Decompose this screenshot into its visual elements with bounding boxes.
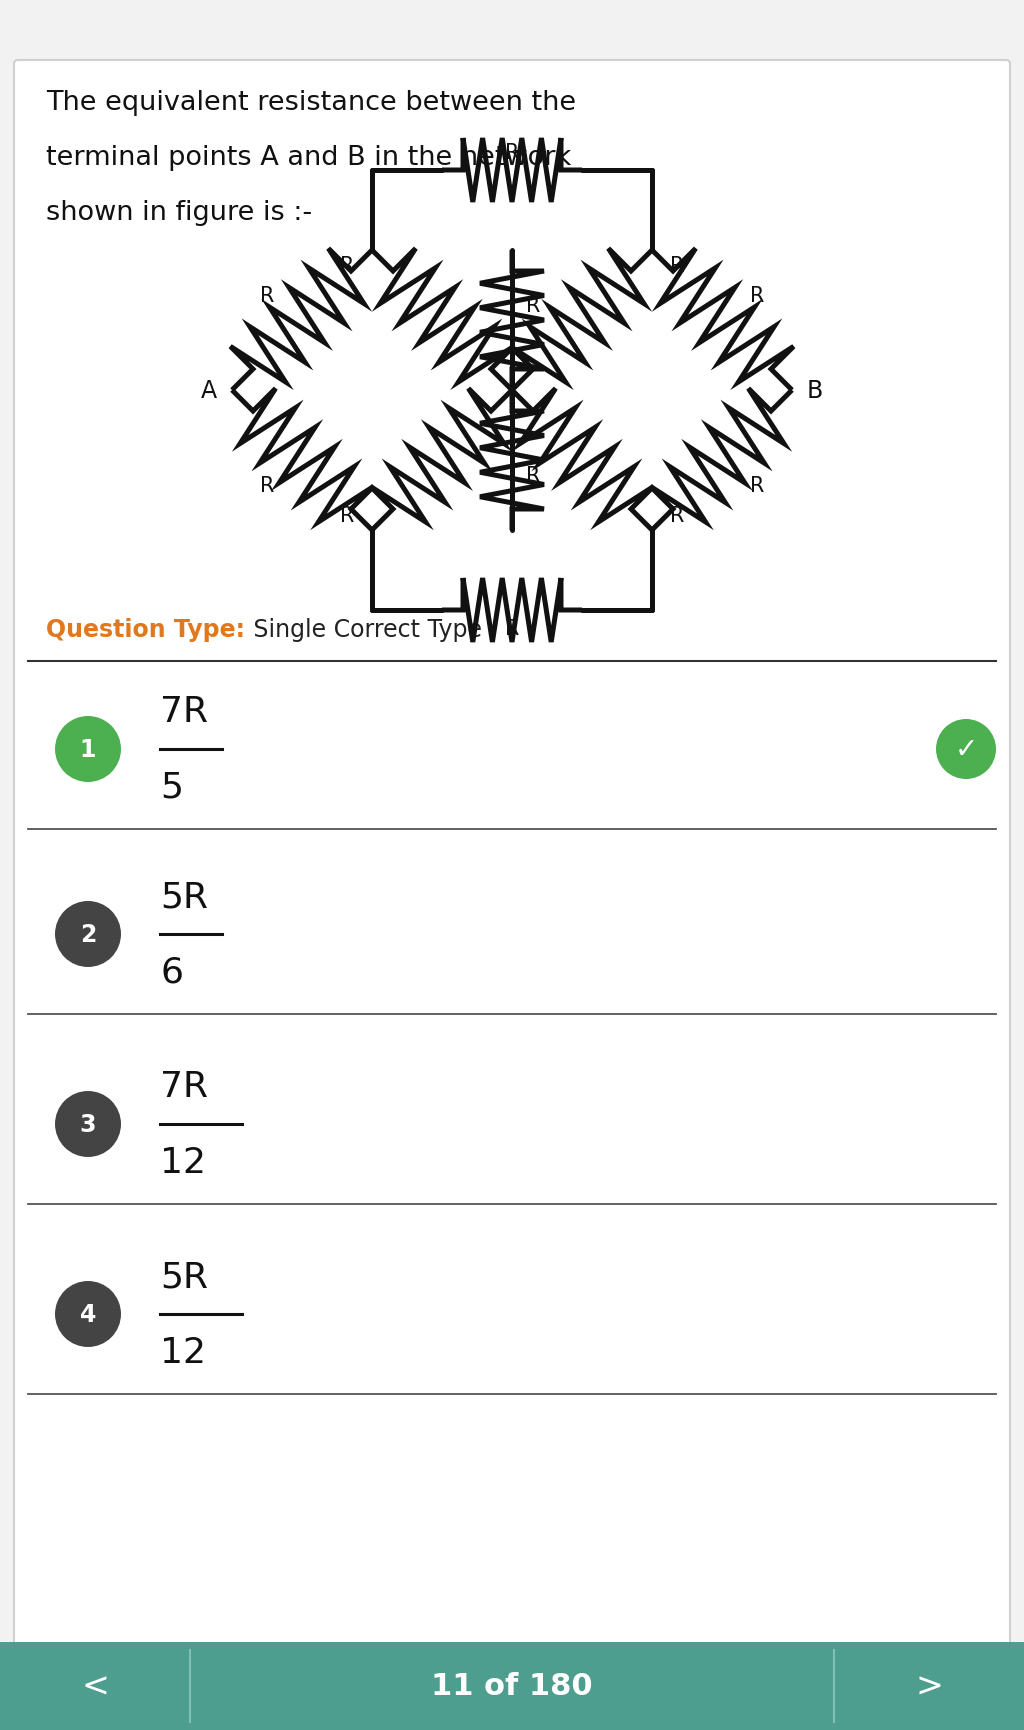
Text: R: R: [750, 476, 764, 497]
Text: 3: 3: [80, 1112, 96, 1137]
Text: A: A: [201, 379, 217, 403]
Text: 7R: 7R: [160, 1069, 208, 1104]
Text: 5R: 5R: [160, 879, 208, 913]
Text: R: R: [670, 505, 684, 526]
Text: Single Correct Type: Single Correct Type: [246, 618, 482, 642]
Text: 12: 12: [160, 1336, 206, 1368]
Text: R: R: [750, 285, 764, 306]
Text: R: R: [505, 144, 519, 163]
Text: Question Type:: Question Type:: [46, 618, 245, 642]
Text: shown in figure is :-: shown in figure is :-: [46, 201, 312, 227]
Circle shape: [936, 720, 996, 780]
Text: 1: 1: [80, 737, 96, 761]
Text: R: R: [526, 296, 541, 317]
Text: R: R: [670, 256, 684, 275]
Text: 12: 12: [160, 1145, 206, 1180]
Bar: [0, 1642, 1024, 1730]
Text: 2: 2: [80, 922, 96, 946]
Circle shape: [55, 901, 121, 967]
Text: 7R: 7R: [160, 695, 208, 728]
Text: R: R: [526, 465, 541, 486]
FancyBboxPatch shape: [14, 61, 1010, 1666]
Text: 4: 4: [80, 1303, 96, 1327]
Text: terminal points A and B in the network: terminal points A and B in the network: [46, 145, 571, 171]
Text: >: >: [915, 1669, 943, 1702]
Text: 11 of 180: 11 of 180: [431, 1671, 593, 1701]
Text: The equivalent resistance between the: The equivalent resistance between the: [46, 90, 577, 116]
Text: ✓: ✓: [954, 735, 978, 763]
Circle shape: [55, 1282, 121, 1348]
Text: R: R: [340, 505, 354, 526]
Text: 5R: 5R: [160, 1259, 208, 1294]
Text: R: R: [505, 619, 519, 638]
Text: B: B: [807, 379, 823, 403]
Text: R: R: [340, 256, 354, 275]
Text: 5: 5: [160, 770, 183, 804]
Circle shape: [55, 716, 121, 782]
Text: R: R: [260, 285, 274, 306]
Text: <: <: [81, 1669, 109, 1702]
Circle shape: [55, 1092, 121, 1157]
Text: R: R: [260, 476, 274, 497]
Text: 6: 6: [160, 955, 183, 990]
